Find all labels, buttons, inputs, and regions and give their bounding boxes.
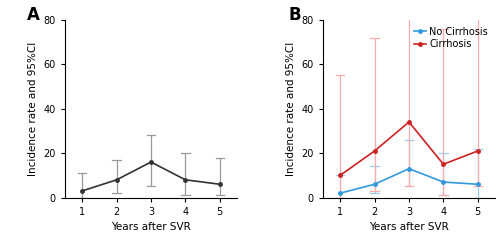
Cirrhosis (406, 121, 412, 124)
Text: B: B (288, 5, 301, 23)
No Cirrhosis (337, 192, 343, 195)
Cirrhosis (337, 174, 343, 177)
No Cirrhosis (475, 183, 481, 186)
Y-axis label: Incidence rate and 95%CI: Incidence rate and 95%CI (286, 41, 296, 176)
No Cirrhosis (372, 183, 378, 186)
Y-axis label: Incidence rate and 95%CI: Incidence rate and 95%CI (28, 41, 38, 176)
Cirrhosis (475, 149, 481, 152)
X-axis label: Years after SVR: Years after SVR (111, 222, 191, 232)
X-axis label: Years after SVR: Years after SVR (369, 222, 449, 232)
Cirrhosis (372, 149, 378, 152)
Line: No Cirrhosis: No Cirrhosis (338, 167, 480, 195)
Legend: No Cirrhosis, Cirrhosis: No Cirrhosis, Cirrhosis (412, 25, 490, 51)
Cirrhosis (440, 163, 446, 166)
Line: Cirrhosis: Cirrhosis (338, 120, 480, 177)
Text: A: A (27, 5, 40, 23)
No Cirrhosis (406, 167, 412, 170)
No Cirrhosis (440, 181, 446, 184)
